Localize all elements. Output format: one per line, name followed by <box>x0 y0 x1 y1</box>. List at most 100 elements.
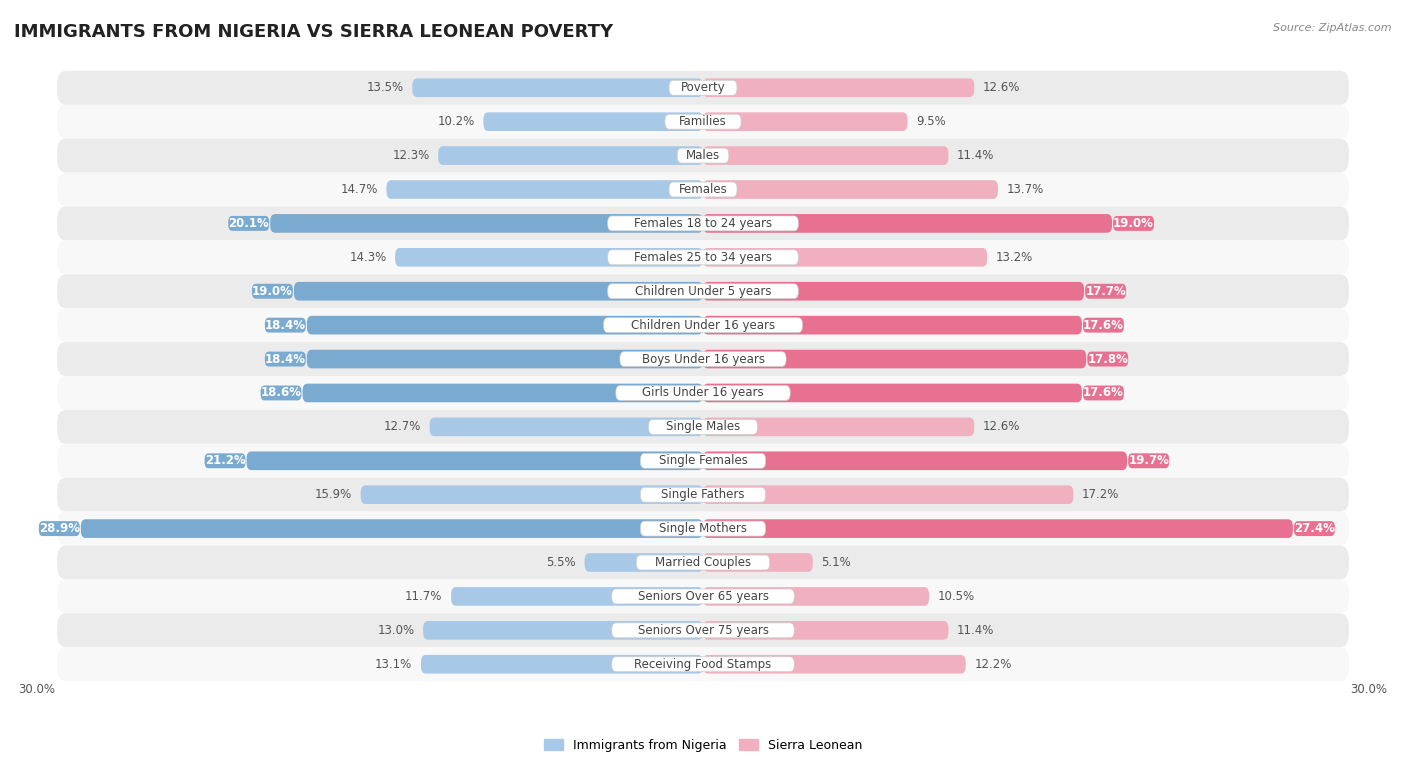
FancyBboxPatch shape <box>58 613 1348 647</box>
Text: Married Couples: Married Couples <box>655 556 751 569</box>
Text: 27.4%: 27.4% <box>1294 522 1334 535</box>
FancyBboxPatch shape <box>58 206 1348 240</box>
FancyBboxPatch shape <box>620 352 786 367</box>
FancyBboxPatch shape <box>640 453 766 468</box>
Text: 10.5%: 10.5% <box>938 590 974 603</box>
FancyBboxPatch shape <box>80 519 703 538</box>
FancyBboxPatch shape <box>58 647 1348 681</box>
FancyBboxPatch shape <box>294 282 703 301</box>
Text: Poverty: Poverty <box>681 81 725 94</box>
Text: 13.7%: 13.7% <box>1007 183 1043 196</box>
FancyBboxPatch shape <box>703 78 974 97</box>
Text: 20.1%: 20.1% <box>228 217 269 230</box>
FancyBboxPatch shape <box>58 512 1348 546</box>
FancyBboxPatch shape <box>420 655 703 674</box>
FancyBboxPatch shape <box>703 621 949 640</box>
FancyBboxPatch shape <box>603 318 803 333</box>
FancyBboxPatch shape <box>58 410 1348 444</box>
FancyBboxPatch shape <box>58 376 1348 410</box>
FancyBboxPatch shape <box>58 105 1348 139</box>
FancyBboxPatch shape <box>607 216 799 231</box>
FancyBboxPatch shape <box>703 180 998 199</box>
FancyBboxPatch shape <box>703 316 1083 334</box>
Text: 17.6%: 17.6% <box>1083 318 1123 332</box>
Text: 11.4%: 11.4% <box>957 149 994 162</box>
FancyBboxPatch shape <box>703 146 949 165</box>
FancyBboxPatch shape <box>1083 318 1123 333</box>
FancyBboxPatch shape <box>640 487 766 502</box>
Text: 10.2%: 10.2% <box>437 115 475 128</box>
Text: Seniors Over 65 years: Seniors Over 65 years <box>637 590 769 603</box>
FancyBboxPatch shape <box>270 214 703 233</box>
FancyBboxPatch shape <box>612 623 794 637</box>
FancyBboxPatch shape <box>665 114 741 129</box>
Text: 12.6%: 12.6% <box>983 81 1021 94</box>
Text: 18.6%: 18.6% <box>260 387 301 399</box>
Text: 12.6%: 12.6% <box>983 421 1021 434</box>
Text: 18.4%: 18.4% <box>264 352 307 365</box>
Text: 13.0%: 13.0% <box>377 624 415 637</box>
Text: 19.0%: 19.0% <box>252 285 292 298</box>
FancyBboxPatch shape <box>1087 352 1128 367</box>
Text: 17.6%: 17.6% <box>1083 387 1123 399</box>
Text: 5.1%: 5.1% <box>821 556 851 569</box>
Text: IMMIGRANTS FROM NIGERIA VS SIERRA LEONEAN POVERTY: IMMIGRANTS FROM NIGERIA VS SIERRA LEONEA… <box>14 23 613 41</box>
Text: 17.8%: 17.8% <box>1087 352 1128 365</box>
FancyBboxPatch shape <box>640 522 766 536</box>
Text: 14.3%: 14.3% <box>349 251 387 264</box>
Text: 9.5%: 9.5% <box>917 115 946 128</box>
FancyBboxPatch shape <box>648 419 758 434</box>
FancyBboxPatch shape <box>58 70 1348 105</box>
Text: 19.0%: 19.0% <box>1114 217 1154 230</box>
FancyBboxPatch shape <box>264 318 305 333</box>
FancyBboxPatch shape <box>703 655 966 674</box>
FancyBboxPatch shape <box>484 112 703 131</box>
Text: Females: Females <box>679 183 727 196</box>
FancyBboxPatch shape <box>58 342 1348 376</box>
FancyBboxPatch shape <box>439 146 703 165</box>
FancyBboxPatch shape <box>1294 522 1334 536</box>
FancyBboxPatch shape <box>1085 283 1126 299</box>
FancyBboxPatch shape <box>387 180 703 199</box>
FancyBboxPatch shape <box>607 250 799 265</box>
FancyBboxPatch shape <box>703 282 1084 301</box>
Text: Single Fathers: Single Fathers <box>661 488 745 501</box>
FancyBboxPatch shape <box>703 452 1128 470</box>
Text: 11.4%: 11.4% <box>957 624 994 637</box>
Text: Males: Males <box>686 149 720 162</box>
FancyBboxPatch shape <box>585 553 703 572</box>
FancyBboxPatch shape <box>423 621 703 640</box>
Text: 13.5%: 13.5% <box>367 81 404 94</box>
Text: 11.7%: 11.7% <box>405 590 443 603</box>
FancyBboxPatch shape <box>607 283 799 299</box>
FancyBboxPatch shape <box>703 485 1073 504</box>
Text: 28.9%: 28.9% <box>39 522 80 535</box>
FancyBboxPatch shape <box>307 349 703 368</box>
Text: 12.2%: 12.2% <box>974 658 1012 671</box>
FancyBboxPatch shape <box>1128 453 1170 468</box>
Text: 13.1%: 13.1% <box>375 658 412 671</box>
Text: 12.7%: 12.7% <box>384 421 420 434</box>
FancyBboxPatch shape <box>260 386 301 400</box>
Text: Receiving Food Stamps: Receiving Food Stamps <box>634 658 772 671</box>
FancyBboxPatch shape <box>1114 216 1154 231</box>
FancyBboxPatch shape <box>703 418 974 436</box>
FancyBboxPatch shape <box>412 78 703 97</box>
Text: Single Mothers: Single Mothers <box>659 522 747 535</box>
FancyBboxPatch shape <box>307 316 703 334</box>
FancyBboxPatch shape <box>703 248 987 267</box>
FancyBboxPatch shape <box>246 452 703 470</box>
FancyBboxPatch shape <box>703 587 929 606</box>
FancyBboxPatch shape <box>58 139 1348 173</box>
Text: 17.7%: 17.7% <box>1085 285 1126 298</box>
Text: 15.9%: 15.9% <box>315 488 352 501</box>
FancyBboxPatch shape <box>302 384 703 402</box>
FancyBboxPatch shape <box>58 478 1348 512</box>
FancyBboxPatch shape <box>58 546 1348 579</box>
FancyBboxPatch shape <box>228 216 269 231</box>
FancyBboxPatch shape <box>58 579 1348 613</box>
Text: 12.3%: 12.3% <box>392 149 430 162</box>
FancyBboxPatch shape <box>451 587 703 606</box>
Text: 30.0%: 30.0% <box>18 683 55 696</box>
FancyBboxPatch shape <box>703 112 907 131</box>
